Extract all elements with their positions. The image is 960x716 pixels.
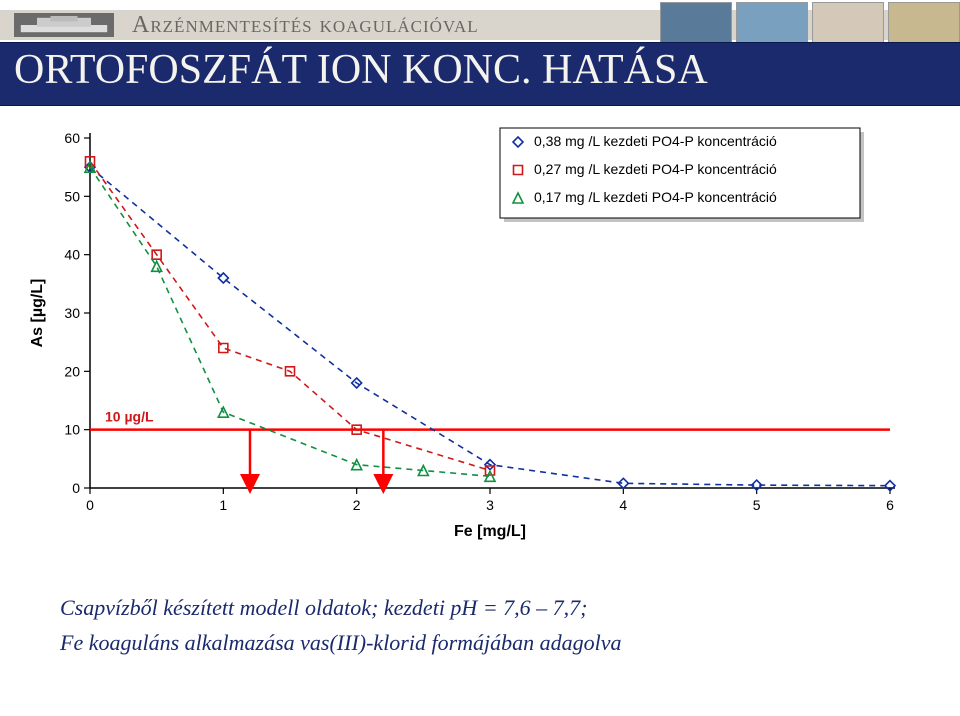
svg-text:30: 30 — [64, 305, 80, 321]
svg-text:5: 5 — [753, 497, 761, 513]
svg-text:0,38 mg /L kezdeti PO4-P konce: 0,38 mg /L kezdeti PO4-P koncentráció — [534, 133, 777, 149]
chart: 0 10 20 30 40 50 60 0 1 2 3 4 5 6 Fe [mg/L] As [µg/L] 10… — [20, 118, 940, 558]
svg-text:4: 4 — [619, 497, 627, 513]
header-subtitle: Arzénmentesítés koagulációval — [132, 12, 479, 39]
svg-text:6: 6 — [886, 497, 894, 513]
logo — [14, 13, 114, 37]
svg-text:3: 3 — [486, 497, 494, 513]
svg-text:10 µg/L: 10 µg/L — [105, 409, 154, 425]
svg-text:20: 20 — [64, 363, 80, 379]
svg-text:0,27 mg /L kezdeti PO4-P konce: 0,27 mg /L kezdeti PO4-P koncentráció — [534, 161, 777, 177]
footer-line2: Fe koaguláns alkalmazása vas(III)-klorid… — [60, 625, 622, 660]
svg-text:0,17 mg /L kezdeti PO4-P konce: 0,17 mg /L kezdeti PO4-P koncentráció — [534, 189, 777, 205]
footer-text: Csapvízből készített modell oldatok; kez… — [60, 590, 622, 660]
svg-text:Fe [mg/L]: Fe [mg/L] — [454, 523, 526, 540]
page-title: ORTOFOSZFÁT ION KONC. HATÁSA — [14, 46, 708, 94]
svg-text:10: 10 — [64, 422, 80, 438]
svg-text:2: 2 — [353, 497, 361, 513]
svg-text:0: 0 — [72, 480, 80, 496]
footer-line1: Csapvízből készített modell oldatok; kez… — [60, 590, 622, 625]
svg-text:50: 50 — [64, 188, 80, 204]
svg-text:40: 40 — [64, 247, 80, 263]
svg-text:1: 1 — [219, 497, 227, 513]
svg-text:As [µg/L]: As [µg/L] — [29, 279, 46, 348]
svg-text:0: 0 — [86, 497, 94, 513]
svg-text:60: 60 — [64, 130, 80, 146]
